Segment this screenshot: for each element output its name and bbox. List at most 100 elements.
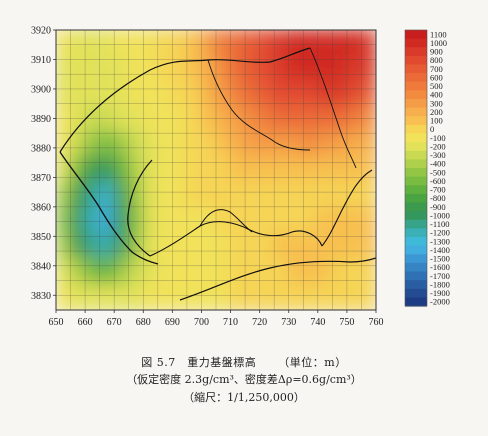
heat-cell	[345, 130, 363, 159]
heat-cell	[84, 232, 101, 261]
heat-cell	[113, 79, 130, 108]
heat-cell	[200, 232, 217, 261]
colorbar-label: 100	[430, 116, 443, 126]
heat-cell	[171, 283, 188, 310]
heat-cell	[258, 181, 276, 210]
heat-cell	[273, 105, 290, 133]
colorbar-label: -600	[430, 176, 446, 186]
heat-cell	[215, 79, 232, 108]
heat-cell	[229, 207, 247, 235]
heat-cell	[127, 79, 145, 108]
x-tick-label: 670	[107, 317, 122, 328]
colorbar-swatch	[405, 245, 427, 255]
heat-cell	[244, 232, 261, 261]
heat-cell	[331, 232, 348, 261]
heat-cell	[185, 105, 203, 133]
heat-cell	[142, 130, 159, 159]
heat-cell	[345, 79, 363, 108]
x-tick-label: 680	[136, 317, 151, 328]
colorbar-label: -1600	[430, 262, 450, 272]
heat-cell	[156, 181, 174, 210]
heat-cell	[287, 156, 305, 184]
heat-cell	[185, 283, 203, 310]
heat-cell	[302, 156, 319, 184]
heat-cell	[331, 207, 348, 235]
heat-cell	[244, 79, 261, 108]
heat-cell	[69, 207, 87, 235]
heat-cell	[258, 258, 276, 286]
figure-caption-unit: （単位：m）	[278, 356, 347, 369]
heat-cell	[360, 54, 376, 82]
heat-cell	[171, 130, 188, 159]
heat-cell	[302, 283, 319, 310]
heat-cell	[316, 283, 334, 310]
heat-cell	[127, 258, 145, 286]
heat-cell	[331, 258, 348, 286]
heat-cell	[56, 30, 72, 57]
heat-cell	[345, 232, 363, 261]
colorbar-label: -200	[430, 141, 446, 151]
heat-cell	[156, 207, 174, 235]
heat-cell	[127, 30, 145, 57]
heat-cell	[142, 105, 159, 133]
heat-cell	[273, 130, 290, 159]
colorbar-swatch	[405, 64, 427, 74]
heat-cell	[171, 156, 188, 184]
colorbar-label: -2000	[430, 297, 450, 307]
heat-cell	[200, 207, 217, 235]
y-tick-label: 3870	[31, 173, 51, 184]
heat-cell	[185, 130, 203, 159]
heat-cell	[127, 130, 145, 159]
x-tick-label: 660	[78, 317, 93, 328]
heat-cell	[273, 54, 290, 82]
heat-cell	[287, 207, 305, 235]
y-tick-label: 3920	[31, 26, 51, 37]
x-tick-label: 720	[252, 317, 267, 328]
x-tick-label: 730	[281, 317, 296, 328]
heat-cell	[316, 130, 334, 159]
heat-cell	[69, 258, 87, 286]
heat-cell	[98, 130, 116, 159]
colorbar-swatch	[405, 150, 427, 160]
colorbar-label: 700	[430, 64, 443, 74]
heat-cell	[273, 79, 290, 108]
heat-cell	[113, 232, 130, 261]
heat-cell	[142, 156, 159, 184]
y-tick-label: 3860	[31, 202, 51, 213]
heat-cell	[302, 79, 319, 108]
heat-cell	[84, 54, 101, 82]
heat-cell	[171, 105, 188, 133]
colorbar-label: 1000	[430, 38, 447, 48]
heat-cell	[360, 156, 376, 184]
heat-cell	[200, 79, 217, 108]
heat-cell	[229, 283, 247, 310]
colorbar-label: -300	[430, 150, 446, 160]
x-axis-ticks: 650 660 670 680 690 700 710 720 730 740 750 760	[49, 310, 384, 328]
x-tick-label: 750	[339, 317, 354, 328]
heat-cell	[56, 283, 72, 310]
colorbar-swatch	[405, 142, 427, 152]
heat-cell	[287, 283, 305, 310]
heat-cell	[84, 130, 101, 159]
heat-cell	[56, 181, 72, 210]
colorbar-label: 900	[430, 47, 443, 57]
colorbar-label: -1000	[430, 210, 450, 220]
heat-cell	[331, 105, 348, 133]
heat-cell	[302, 130, 319, 159]
heat-cell	[244, 156, 261, 184]
colorbar-swatch	[405, 168, 427, 178]
heat-cell	[258, 130, 276, 159]
heat-cell	[258, 54, 276, 82]
x-tick-label: 690	[165, 317, 180, 328]
heat-cell	[171, 30, 188, 57]
heat-cell	[56, 130, 72, 159]
heat-cell	[360, 258, 376, 286]
heat-cell	[287, 79, 305, 108]
heat-cell	[215, 156, 232, 184]
heat-cell	[331, 181, 348, 210]
heat-cell	[229, 30, 247, 57]
heat-cell	[258, 79, 276, 108]
gravity-basement-map-figure: 650 660 670 680 690 700 710 720 730 740 750 760 392…	[31, 26, 450, 329]
colorbar-swatch	[405, 262, 427, 273]
heat-cell	[200, 156, 217, 184]
